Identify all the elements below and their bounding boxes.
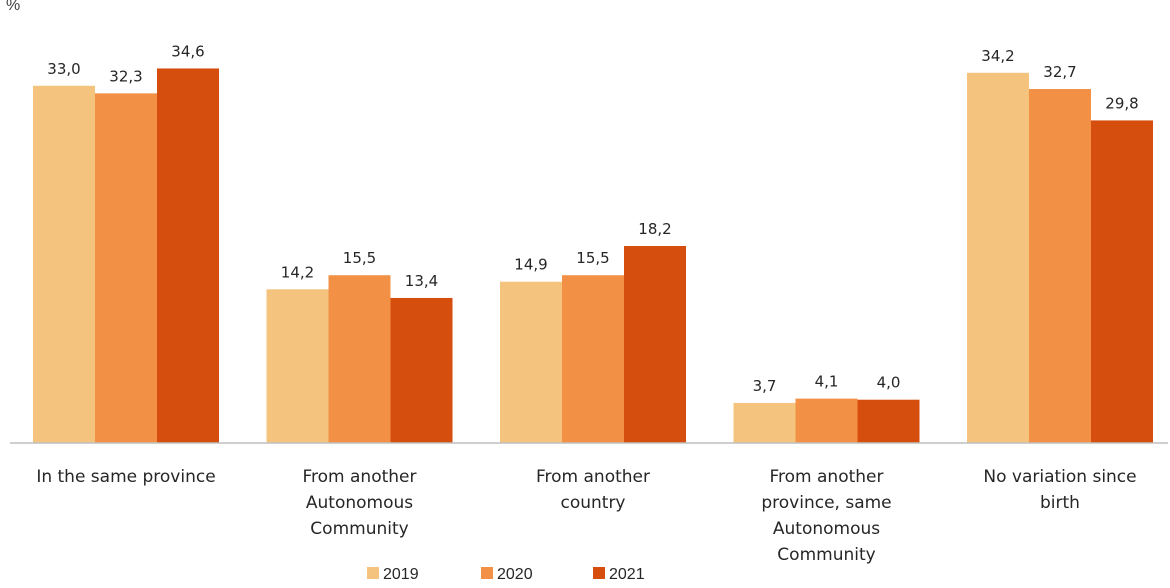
bars-group: [33, 68, 1153, 444]
value-label-2019-4: 34,2: [981, 47, 1014, 65]
category-label-3-line-0: From another: [769, 467, 883, 487]
category-label-1-line-0: From another: [302, 467, 416, 487]
value-label-2019-2: 14,9: [514, 256, 547, 274]
value-label-2021-0: 34,6: [171, 42, 204, 60]
category-label-2-line-0: From another: [536, 467, 650, 487]
legend-swatch-2019: [367, 567, 379, 579]
value-label-2020-2: 15,5: [576, 249, 609, 267]
legend-label-2020: 2020: [497, 566, 533, 583]
legend-swatch-2021: [593, 567, 605, 579]
bar-2020-4: [1029, 89, 1091, 444]
value-label-2021-3: 4,0: [877, 374, 901, 392]
bar-2020-1: [328, 275, 391, 443]
bar-2020-3: [795, 398, 858, 443]
legend-label-2021: 2021: [609, 566, 645, 583]
value-label-2020-0: 32,3: [109, 67, 142, 85]
value-label-2020-3: 4,1: [815, 373, 839, 391]
category-label-0-line-0: In the same province: [36, 467, 215, 487]
bar-2021-0: [157, 68, 219, 443]
category-label-1-line-1: Autonomous: [306, 493, 413, 513]
category-label-2-line-1: country: [560, 493, 625, 513]
value-label-2019-3: 3,7: [753, 377, 777, 395]
bar-2019-2: [500, 281, 562, 443]
legend: 2019 2020 2021: [367, 566, 645, 583]
bar-2021-3: [857, 399, 920, 443]
legend-swatch-2020: [481, 567, 493, 579]
value-label-2020-1: 15,5: [343, 249, 376, 267]
unit-label: %: [6, 0, 20, 14]
bar-2019-4: [967, 72, 1029, 443]
bar-2021-1: [390, 297, 453, 443]
bar-2020-0: [95, 93, 157, 443]
bar-2021-4: [1091, 120, 1153, 443]
category-labels-group: In the same province From another Autonomo…: [36, 467, 1136, 565]
category-label-4-line-0: No variation since: [983, 467, 1136, 487]
bar-2020-2: [562, 275, 624, 443]
category-label-3-line-3: Community: [777, 545, 875, 565]
value-label-2021-1: 13,4: [405, 272, 438, 290]
bar-2021-2: [624, 245, 686, 443]
category-label-4-line-1: birth: [1040, 493, 1080, 513]
value-label-2021-4: 29,8: [1105, 94, 1138, 112]
value-label-2019-0: 33,0: [47, 60, 80, 78]
category-label-3-line-1: province, same: [761, 493, 891, 513]
legend-label-2019: 2019: [383, 566, 419, 583]
category-label-3-line-2: Autonomous: [773, 519, 880, 539]
value-labels-group: 33,0 32,3 34,6 14,2 15,5 13,4 14,9 15,5 18,2 3,7 4…: [47, 42, 1138, 394]
bar-2019-0: [33, 85, 95, 444]
category-label-1-line-2: Community: [310, 519, 408, 539]
value-label-2020-4: 32,7: [1043, 63, 1076, 81]
bar-2019-1: [266, 289, 329, 443]
value-label-2021-2: 18,2: [638, 220, 671, 238]
bar-2019-3: [733, 402, 796, 443]
value-label-2019-1: 14,2: [281, 263, 314, 281]
